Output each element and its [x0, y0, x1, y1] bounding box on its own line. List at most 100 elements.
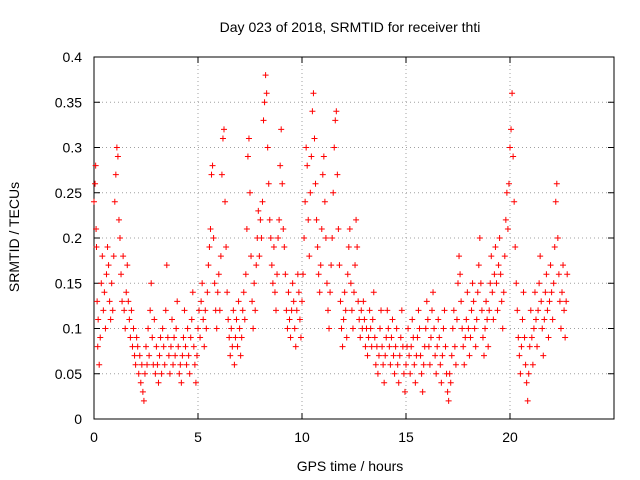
data-point	[331, 144, 338, 151]
data-point	[403, 361, 409, 368]
data-point	[120, 253, 127, 260]
data-point	[247, 189, 253, 196]
data-point	[380, 361, 387, 368]
data-point	[127, 334, 134, 341]
data-point	[188, 316, 195, 323]
data-point	[449, 325, 456, 332]
y-tick-label: 0.05	[55, 366, 82, 382]
data-point	[258, 235, 265, 241]
data-point	[379, 343, 386, 350]
data-point	[466, 352, 473, 359]
data-point	[266, 216, 273, 223]
data-point	[216, 307, 223, 314]
data-point	[487, 280, 494, 287]
data-point	[208, 171, 215, 178]
data-point	[165, 352, 172, 359]
data-point	[356, 316, 363, 323]
data-point	[369, 316, 376, 323]
data-point	[308, 153, 315, 160]
data-point	[136, 352, 143, 359]
data-point	[354, 244, 361, 251]
data-point	[436, 334, 443, 341]
data-point	[418, 370, 425, 377]
data-point	[512, 244, 519, 251]
data-point	[288, 307, 295, 314]
data-point	[560, 262, 567, 269]
data-point	[225, 316, 232, 323]
data-point	[549, 316, 556, 323]
data-point	[113, 144, 120, 151]
data-point	[263, 90, 270, 97]
data-point	[227, 352, 234, 359]
data-point	[268, 262, 275, 269]
data-point	[185, 352, 192, 359]
data-point	[401, 388, 408, 395]
data-point	[283, 307, 290, 314]
data-point	[415, 307, 422, 314]
data-point	[521, 334, 528, 341]
data-point	[323, 280, 330, 287]
data-point	[488, 253, 495, 260]
data-point	[548, 289, 555, 296]
data-point	[167, 343, 174, 350]
data-point	[143, 343, 149, 350]
data-point	[477, 280, 484, 287]
data-point	[442, 343, 449, 350]
x-tick-label: 20	[502, 429, 518, 445]
data-point	[444, 388, 451, 395]
data-point	[526, 343, 533, 350]
data-point	[94, 298, 101, 305]
data-point	[346, 225, 353, 232]
data-point	[416, 325, 423, 332]
data-point	[453, 316, 460, 323]
data-point	[377, 325, 383, 332]
data-point	[491, 271, 498, 278]
data-point	[106, 298, 113, 305]
data-point	[296, 316, 303, 323]
data-point	[157, 334, 164, 341]
data-point	[478, 307, 485, 314]
data-point	[155, 379, 162, 386]
data-point	[299, 298, 305, 305]
data-point	[276, 216, 283, 223]
data-point	[316, 289, 323, 296]
data-point	[269, 280, 276, 287]
data-point	[176, 370, 183, 377]
data-point	[345, 244, 352, 251]
data-point	[479, 334, 486, 341]
data-point	[398, 307, 405, 314]
data-point	[304, 162, 311, 169]
data-point	[307, 189, 314, 196]
data-point	[284, 325, 291, 332]
data-point	[177, 361, 184, 368]
data-point	[124, 262, 131, 269]
data-point	[289, 280, 296, 287]
data-point	[527, 307, 534, 314]
data-point	[347, 280, 354, 287]
data-point	[99, 253, 106, 260]
data-point	[509, 90, 516, 97]
data-point	[474, 289, 481, 296]
data-point	[301, 235, 308, 241]
data-point	[447, 379, 454, 386]
data-point	[104, 244, 111, 251]
data-point	[228, 325, 235, 332]
data-point	[530, 325, 537, 332]
data-point	[318, 225, 325, 232]
data-point	[262, 72, 269, 79]
y-tick-label: 0.1	[63, 321, 83, 337]
data-point	[250, 325, 257, 332]
data-point	[381, 379, 388, 386]
data-point	[190, 343, 197, 350]
data-point	[126, 316, 133, 323]
data-point	[482, 325, 489, 332]
data-point	[300, 271, 307, 278]
data-point	[180, 334, 187, 341]
data-point	[129, 343, 136, 350]
data-point	[245, 135, 252, 142]
data-point	[484, 316, 491, 323]
data-point	[271, 289, 278, 296]
y-tick-label: 0.15	[55, 275, 82, 291]
data-point	[533, 316, 539, 323]
